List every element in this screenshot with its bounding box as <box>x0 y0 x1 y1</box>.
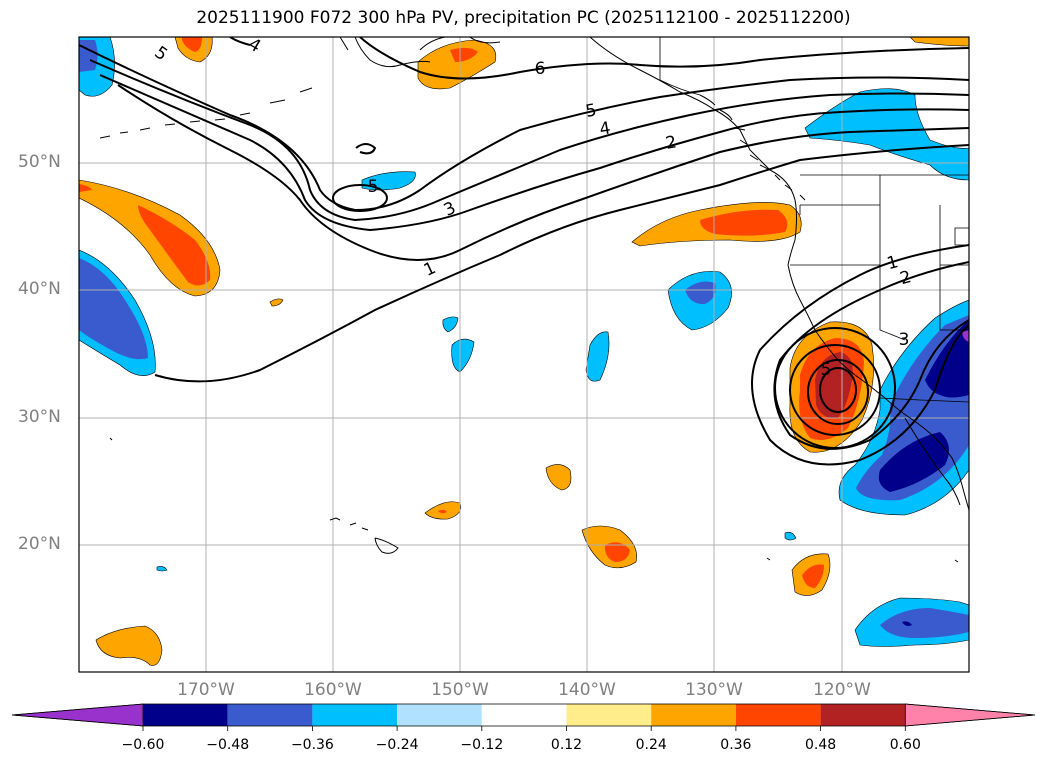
lon-label-150w: 150°W <box>431 680 489 700</box>
map-title: 2025111900 F072 300 hPa PV, precipitatio… <box>196 8 851 28</box>
colorbar-tick-label: −0.48 <box>206 737 250 753</box>
pv-cutoff-ring-4 <box>789 344 881 436</box>
colorbar-segment <box>397 704 482 726</box>
pv-cutoff-ring-6 <box>819 367 857 413</box>
lon-label-160w: 160°W <box>304 680 362 700</box>
pv-label: 1 <box>885 252 901 274</box>
coast-hawaii <box>329 517 399 554</box>
colorbar-tick-label: 0.60 <box>889 737 921 753</box>
pv-label: 2 <box>898 267 914 289</box>
pv-cutoff-ring-3 <box>774 327 896 449</box>
colorbar-tick-label: 0.24 <box>635 737 667 753</box>
lon-label-130w: 130°W <box>685 680 743 700</box>
colorbar-segment <box>481 704 567 726</box>
precip-neg-center-north <box>361 171 416 191</box>
pv-cutoff-ring-5 <box>807 359 869 425</box>
border-alaska-canada <box>659 37 701 96</box>
pv-contour-6 <box>359 37 969 80</box>
pv-contour-small-4 <box>355 143 377 155</box>
border-states <box>790 175 969 341</box>
pv-cutoff-ring-1 <box>751 244 969 466</box>
pv-labels: 5 4 6 5 4 2 5 3 1 1 2 3 5 <box>151 37 914 380</box>
colorbar-segment <box>735 704 821 726</box>
coastlines <box>99 37 969 563</box>
precip-pos-sw-corner <box>95 625 163 666</box>
colorbar-tick-label: 0.36 <box>720 737 752 753</box>
lon-label-140w: 140°W <box>558 680 616 700</box>
pv-contour-5 <box>79 44 969 212</box>
colorbar-segment <box>227 704 313 726</box>
precip-neg-nw-core <box>79 40 98 72</box>
precip-neg-small-2 <box>451 338 475 373</box>
pv-contour-upper-left <box>229 37 251 46</box>
borders <box>659 37 969 403</box>
pv-label: 4 <box>598 118 612 140</box>
precip-neg-small-1 <box>442 316 459 333</box>
colorbar <box>11 703 1036 731</box>
colorbar-segment <box>820 704 906 726</box>
precip-neg-small-18n <box>156 566 168 572</box>
precip-pos-small-25n <box>545 464 572 491</box>
lat-label-20n: 20°N <box>18 534 61 554</box>
graticule <box>79 37 969 672</box>
colorbar-tick-label: 0.12 <box>550 737 583 753</box>
colorbar-tick-label: −0.24 <box>375 737 419 753</box>
pv-contour-4 <box>89 59 969 222</box>
pv-label: 5 <box>584 100 598 122</box>
lat-label-50n: 50°N <box>18 152 61 172</box>
pv-label: 5 <box>821 360 832 380</box>
pv-contours <box>79 37 969 466</box>
lat-label-40n: 40°N <box>18 279 61 299</box>
coast-aleutians <box>99 87 313 139</box>
coast-islands-small <box>109 437 959 563</box>
colorbar-tick-label: 0.48 <box>805 737 837 753</box>
colorbar-segment <box>143 704 228 726</box>
precip-shading <box>79 37 969 666</box>
colorbar-extend-max <box>904 703 1036 727</box>
pv-label: 3 <box>899 330 910 350</box>
precip-neg-small-3 <box>585 331 610 382</box>
coast-baja <box>904 417 961 506</box>
pv-label: 5 <box>368 177 379 197</box>
precip-pos-dot <box>269 298 284 307</box>
colorbar-tick-label: −0.12 <box>460 737 504 753</box>
colorbar-segment <box>651 704 736 726</box>
pv-contour-1 <box>154 144 969 383</box>
colorbar-segment <box>312 704 398 726</box>
pv-label: 2 <box>664 132 678 154</box>
colorbar-extend-min <box>11 703 144 727</box>
map-panel: 5 4 6 5 4 2 5 3 1 1 2 3 5 <box>79 37 969 672</box>
lon-label-170w: 170°W <box>177 680 235 700</box>
coast-bc-islands <box>699 94 806 201</box>
pv-label: 6 <box>535 59 546 79</box>
pv-contour-3 <box>99 74 969 232</box>
precip-neg-small-20n <box>784 531 797 541</box>
colorbar-segment <box>566 704 652 726</box>
pv-cutoff-ring-2 <box>773 261 969 450</box>
lat-label-30n: 30°N <box>18 407 61 427</box>
coast-alaska <box>339 37 797 266</box>
map-frame <box>78 36 970 673</box>
lon-label-120w: 120°W <box>813 680 871 700</box>
colorbar-tick-label: −0.60 <box>121 737 165 753</box>
pv-contour-small-5 <box>332 184 388 212</box>
pv-contour-2 <box>117 84 969 261</box>
colorbar-tick-label: −0.36 <box>290 737 334 753</box>
